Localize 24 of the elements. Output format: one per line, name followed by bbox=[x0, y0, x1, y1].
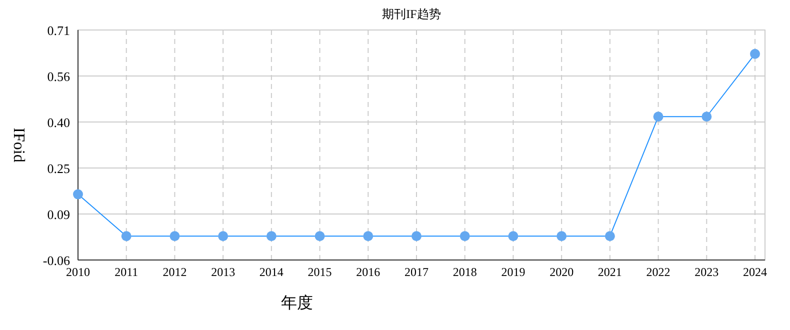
x-tick-label: 2010 bbox=[66, 265, 90, 279]
x-axis-title: 年度 bbox=[281, 294, 313, 312]
y-tick-label: 0.09 bbox=[47, 207, 70, 222]
x-tick-label: 2012 bbox=[162, 265, 187, 279]
x-tick-label: 2015 bbox=[308, 265, 332, 279]
x-tick-label: 2018 bbox=[452, 265, 477, 279]
x-tick-label: 2011 bbox=[114, 265, 138, 279]
x-tick-label: 2013 bbox=[211, 265, 236, 279]
chart-title: 期刊IF趋势 bbox=[382, 7, 441, 21]
y-tick-label: 0.25 bbox=[47, 161, 70, 176]
y-tick-label: -0.06 bbox=[42, 253, 70, 268]
y-tick-label: 0.40 bbox=[47, 115, 70, 130]
x-tick-label: 2014 bbox=[259, 265, 284, 279]
x-tick-label: 2021 bbox=[598, 265, 622, 279]
x-tick-label: 2022 bbox=[646, 265, 670, 279]
x-tick-label: 2020 bbox=[550, 265, 574, 279]
y-axis-title: IFoid bbox=[10, 128, 27, 162]
x-tick-label: 2016 bbox=[356, 265, 380, 279]
x-tick-label: 2019 bbox=[501, 265, 526, 279]
y-tick-label: 0.71 bbox=[47, 23, 70, 38]
x-tick-label: 2023 bbox=[694, 265, 719, 279]
x-tick-label: 2024 bbox=[743, 265, 767, 279]
x-tick-label: 2017 bbox=[404, 265, 428, 279]
y-tick-label: 0.56 bbox=[47, 69, 70, 84]
